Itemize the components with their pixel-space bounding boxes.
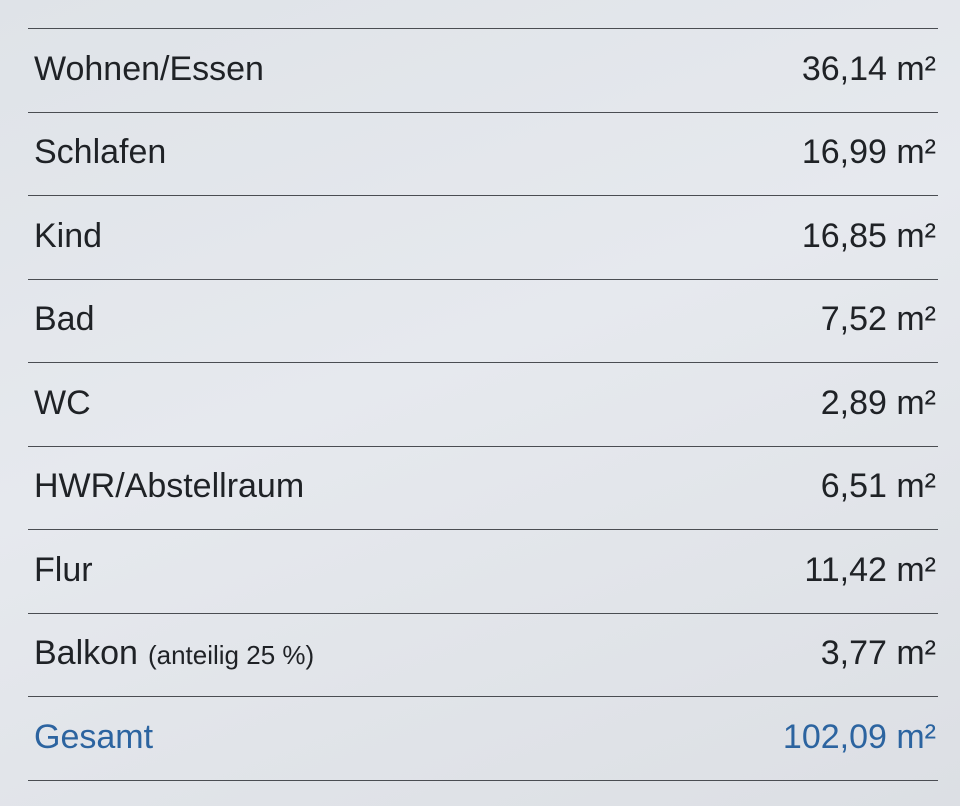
row-divider — [28, 28, 938, 29]
room-cell: WC — [28, 384, 91, 423]
row-divider — [28, 362, 938, 363]
row-divider — [28, 612, 938, 614]
room-name: HWR/Abstellraum — [34, 467, 305, 505]
table-row: Balkon (anteilig 25 %) 3,77 m² — [28, 613, 938, 695]
row-divider — [28, 111, 938, 113]
area-value: 7,52 m² — [820, 300, 936, 338]
room-name: Kind — [34, 216, 103, 255]
row-divider — [28, 529, 938, 530]
table-row: Wohnen/Essen 36,14 m² — [28, 28, 938, 110]
room-cell: Schlafen — [28, 133, 166, 172]
total-row: Gesamt 102,09 m² — [28, 696, 938, 778]
room-name: Balkon — [34, 634, 138, 672]
table-row: Schlafen 16,99 m² — [28, 112, 938, 194]
room-cell: Kind — [28, 217, 102, 256]
room-cell: Balkon (anteilig 25 %) — [28, 634, 314, 673]
room-name: Flur — [34, 550, 93, 589]
total-label: Gesamt — [34, 717, 154, 756]
row-divider — [28, 779, 938, 781]
row-divider — [28, 445, 938, 447]
room-name: Schlafen — [34, 133, 167, 171]
room-name: Bad — [34, 300, 95, 338]
table-row: Bad 7,52 m² — [28, 279, 938, 361]
total-area: 102,09 m² — [782, 717, 936, 756]
room-name: WC — [34, 383, 91, 422]
room-name: Wohnen/Essen — [34, 49, 264, 88]
area-value: 36,14 m² — [801, 49, 936, 88]
area-value: 16,85 m² — [801, 216, 936, 255]
room-cell: Bad — [28, 300, 95, 339]
area-value: 3,77 m² — [820, 634, 936, 672]
room-cell: Wohnen/Essen — [28, 50, 264, 89]
area-value: 6,51 m² — [820, 467, 936, 505]
room-note: (anteilig 25 %) — [147, 640, 315, 670]
table-row: Flur 11,42 m² — [28, 529, 938, 611]
room-cell: Flur — [28, 551, 93, 590]
row-divider — [28, 195, 938, 196]
table-row: Kind 16,85 m² — [28, 195, 938, 277]
table-row: HWR/Abstellraum 6,51 m² — [28, 446, 938, 528]
table-row: WC 2,89 m² — [28, 362, 938, 444]
row-divider — [28, 696, 938, 697]
room-cell: HWR/Abstellraum — [28, 467, 304, 506]
area-value: 2,89 m² — [820, 383, 936, 422]
row-divider — [28, 278, 938, 280]
area-value: 16,99 m² — [801, 133, 936, 171]
area-value: 11,42 m² — [804, 550, 936, 589]
